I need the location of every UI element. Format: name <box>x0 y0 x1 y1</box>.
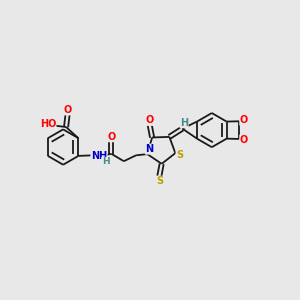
Text: O: O <box>146 116 154 125</box>
Text: O: O <box>107 132 116 142</box>
Text: O: O <box>63 105 72 115</box>
Text: H: H <box>102 157 109 166</box>
Text: S: S <box>176 150 183 160</box>
Text: O: O <box>240 115 248 125</box>
Text: HO: HO <box>40 119 56 129</box>
Text: N: N <box>145 144 154 154</box>
Text: S: S <box>156 176 163 186</box>
Text: H: H <box>180 118 188 128</box>
Text: O: O <box>240 135 248 145</box>
Text: NH: NH <box>91 152 107 161</box>
